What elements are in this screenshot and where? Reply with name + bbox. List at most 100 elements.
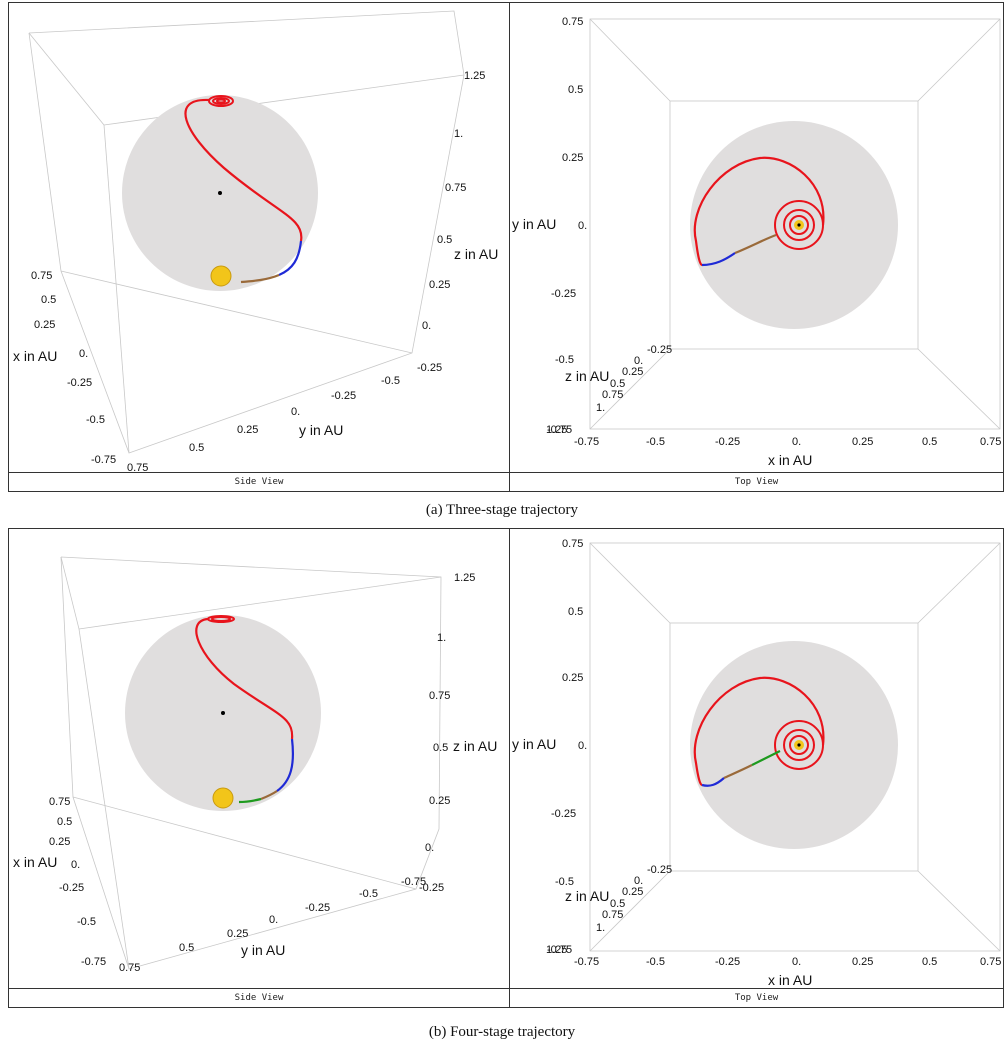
trajectory-stage-blue (701, 777, 725, 787)
x-tick: 0. (792, 956, 801, 968)
y-tick: -0.75 (547, 944, 572, 956)
side-view-plot-b: 1.25 1. 0.75 0.5 0.25 0. -0.25 z in AU 0… (13, 556, 497, 974)
side-view-label: Side View (9, 473, 510, 491)
z-tick: 0.25 (429, 795, 450, 807)
z-axis-label: z in AU (453, 738, 497, 754)
z-tick: 1.25 (454, 572, 475, 584)
spiral-loop (789, 215, 810, 235)
spiral-loop (212, 97, 230, 105)
z-tick: 1.25 (464, 70, 485, 82)
y-tick: 0.5 (568, 606, 583, 618)
y-tick: 0.25 (562, 672, 583, 684)
sun (210, 265, 232, 287)
side-view-label: Side View (9, 989, 510, 1007)
side-view-panel: 1.25 1. 0.75 0.5 0.25 0. -0.25 z in AU 0… (9, 3, 510, 473)
y-axis-label: y in AU (512, 736, 556, 752)
x-tick: -0.25 (715, 436, 740, 448)
y-tick: -0.75 (547, 424, 572, 436)
trajectory-stage-red (184, 98, 303, 242)
y-tick: 0.75 (562, 538, 583, 550)
z-tick: 1. (437, 632, 446, 644)
x-tick: 0.5 (41, 294, 56, 306)
x-tick: 0.5 (922, 436, 937, 448)
x-tick: 0.25 (852, 956, 873, 968)
z-tick: 1. (454, 128, 463, 140)
y-tick: 0.5 (568, 84, 583, 96)
figure-four-stage: 1.25 1. 0.75 0.5 0.25 0. -0.25 z in AU 0… (8, 528, 1004, 1008)
y-tick: -0.5 (555, 354, 574, 366)
box-edge (589, 18, 671, 102)
spiral-loop (216, 98, 226, 104)
panel-footer: Side View Top View (9, 472, 1003, 491)
inner-box (669, 622, 919, 872)
x-tick: -0.5 (86, 414, 105, 426)
x-axis-label: x in AU (13, 348, 57, 364)
z-tick: 0.75 (602, 389, 623, 401)
x-tick: -0.75 (574, 956, 599, 968)
caption-b: (b) Four-stage trajectory (428, 1024, 576, 1040)
y-tick: -0.25 (551, 808, 576, 820)
y-tick: 0.5 (189, 442, 204, 454)
spiral-loop (789, 735, 810, 755)
trajectory-stage-blue (278, 240, 303, 277)
side-view-plot-a: 1.25 1. 0.75 0.5 0.25 0. -0.25 z in AU 0… (13, 10, 498, 473)
z-tick: 0.25 (429, 279, 450, 291)
x-tick: -0.5 (646, 436, 665, 448)
y-tick: 0.25 (562, 152, 583, 164)
spiral-loop (783, 729, 816, 761)
x-tick: -0.25 (715, 956, 740, 968)
center-dot (797, 743, 801, 747)
center-dot (218, 191, 222, 195)
x-tick: -0.75 (81, 956, 106, 968)
trajectory-stage-brown (240, 273, 280, 284)
y-tick: 0. (578, 740, 587, 752)
spiral-loop (783, 209, 816, 241)
top-view-panel: 0.75 0.5 0.25 0. -0.25 -0.5 -0.75 y in A… (510, 3, 1003, 473)
trajectory-stage-blue (701, 252, 736, 267)
x-tick: 0.75 (49, 796, 70, 808)
y-tick: -0.25 (305, 902, 330, 914)
trajectory-stage-red (195, 617, 294, 740)
trajectory-stage-green (751, 750, 781, 766)
z-axis-label: z in AU (454, 246, 498, 262)
y-tick: 0. (578, 220, 587, 232)
x-tick: 0.75 (980, 956, 1001, 968)
box-edge (589, 542, 671, 624)
trajectory-stage-blue (276, 738, 294, 792)
z-tick: 0.25 (622, 366, 643, 378)
panel-footer: Side View Top View (9, 988, 1003, 1007)
outer-box (589, 18, 1001, 430)
y-tick: -0.5 (555, 876, 574, 888)
box-edge (60, 556, 80, 630)
x-axis-label: x in AU (13, 854, 57, 870)
z-tick: 0.75 (445, 182, 466, 194)
y-axis-label: y in AU (299, 422, 343, 438)
z-tick: 0. (422, 320, 431, 332)
y-tick: -0.25 (331, 390, 356, 402)
y-axis-label: y in AU (512, 216, 556, 232)
z-tick: 0.75 (429, 690, 450, 702)
y-tick: -0.25 (551, 288, 576, 300)
x-tick: -0.5 (77, 916, 96, 928)
x-tick: 0.5 (57, 816, 72, 828)
z-tick: 1.25 (546, 424, 567, 436)
y-axis-label: y in AU (241, 942, 285, 958)
z-tick: 0.25 (622, 886, 643, 898)
y-tick: 0.75 (562, 16, 583, 28)
box-edge (917, 870, 1001, 952)
z-tick: -0.25 (417, 362, 442, 374)
y-tick: 0.75 (119, 962, 140, 974)
z-tick: 0.75 (602, 909, 623, 921)
y-tick: 0. (269, 914, 278, 926)
top-view-panel: 0.75 0.5 0.25 0. -0.25 -0.5 -0.75 y in A… (510, 529, 1003, 989)
trajectory-stage-brown (734, 233, 777, 255)
top-view-label: Top View (734, 477, 779, 487)
center-dot (221, 711, 225, 715)
box-edge (589, 348, 671, 430)
caption-a: (a) Three-stage trajectory (425, 502, 579, 518)
z-tick: 0. (425, 842, 434, 854)
box-edge (917, 348, 1001, 430)
figure-three-stage: 1.25 1. 0.75 0.5 0.25 0. -0.25 z in AU 0… (8, 2, 1004, 492)
x-tick: 0. (79, 348, 88, 360)
box-edge (28, 32, 105, 126)
